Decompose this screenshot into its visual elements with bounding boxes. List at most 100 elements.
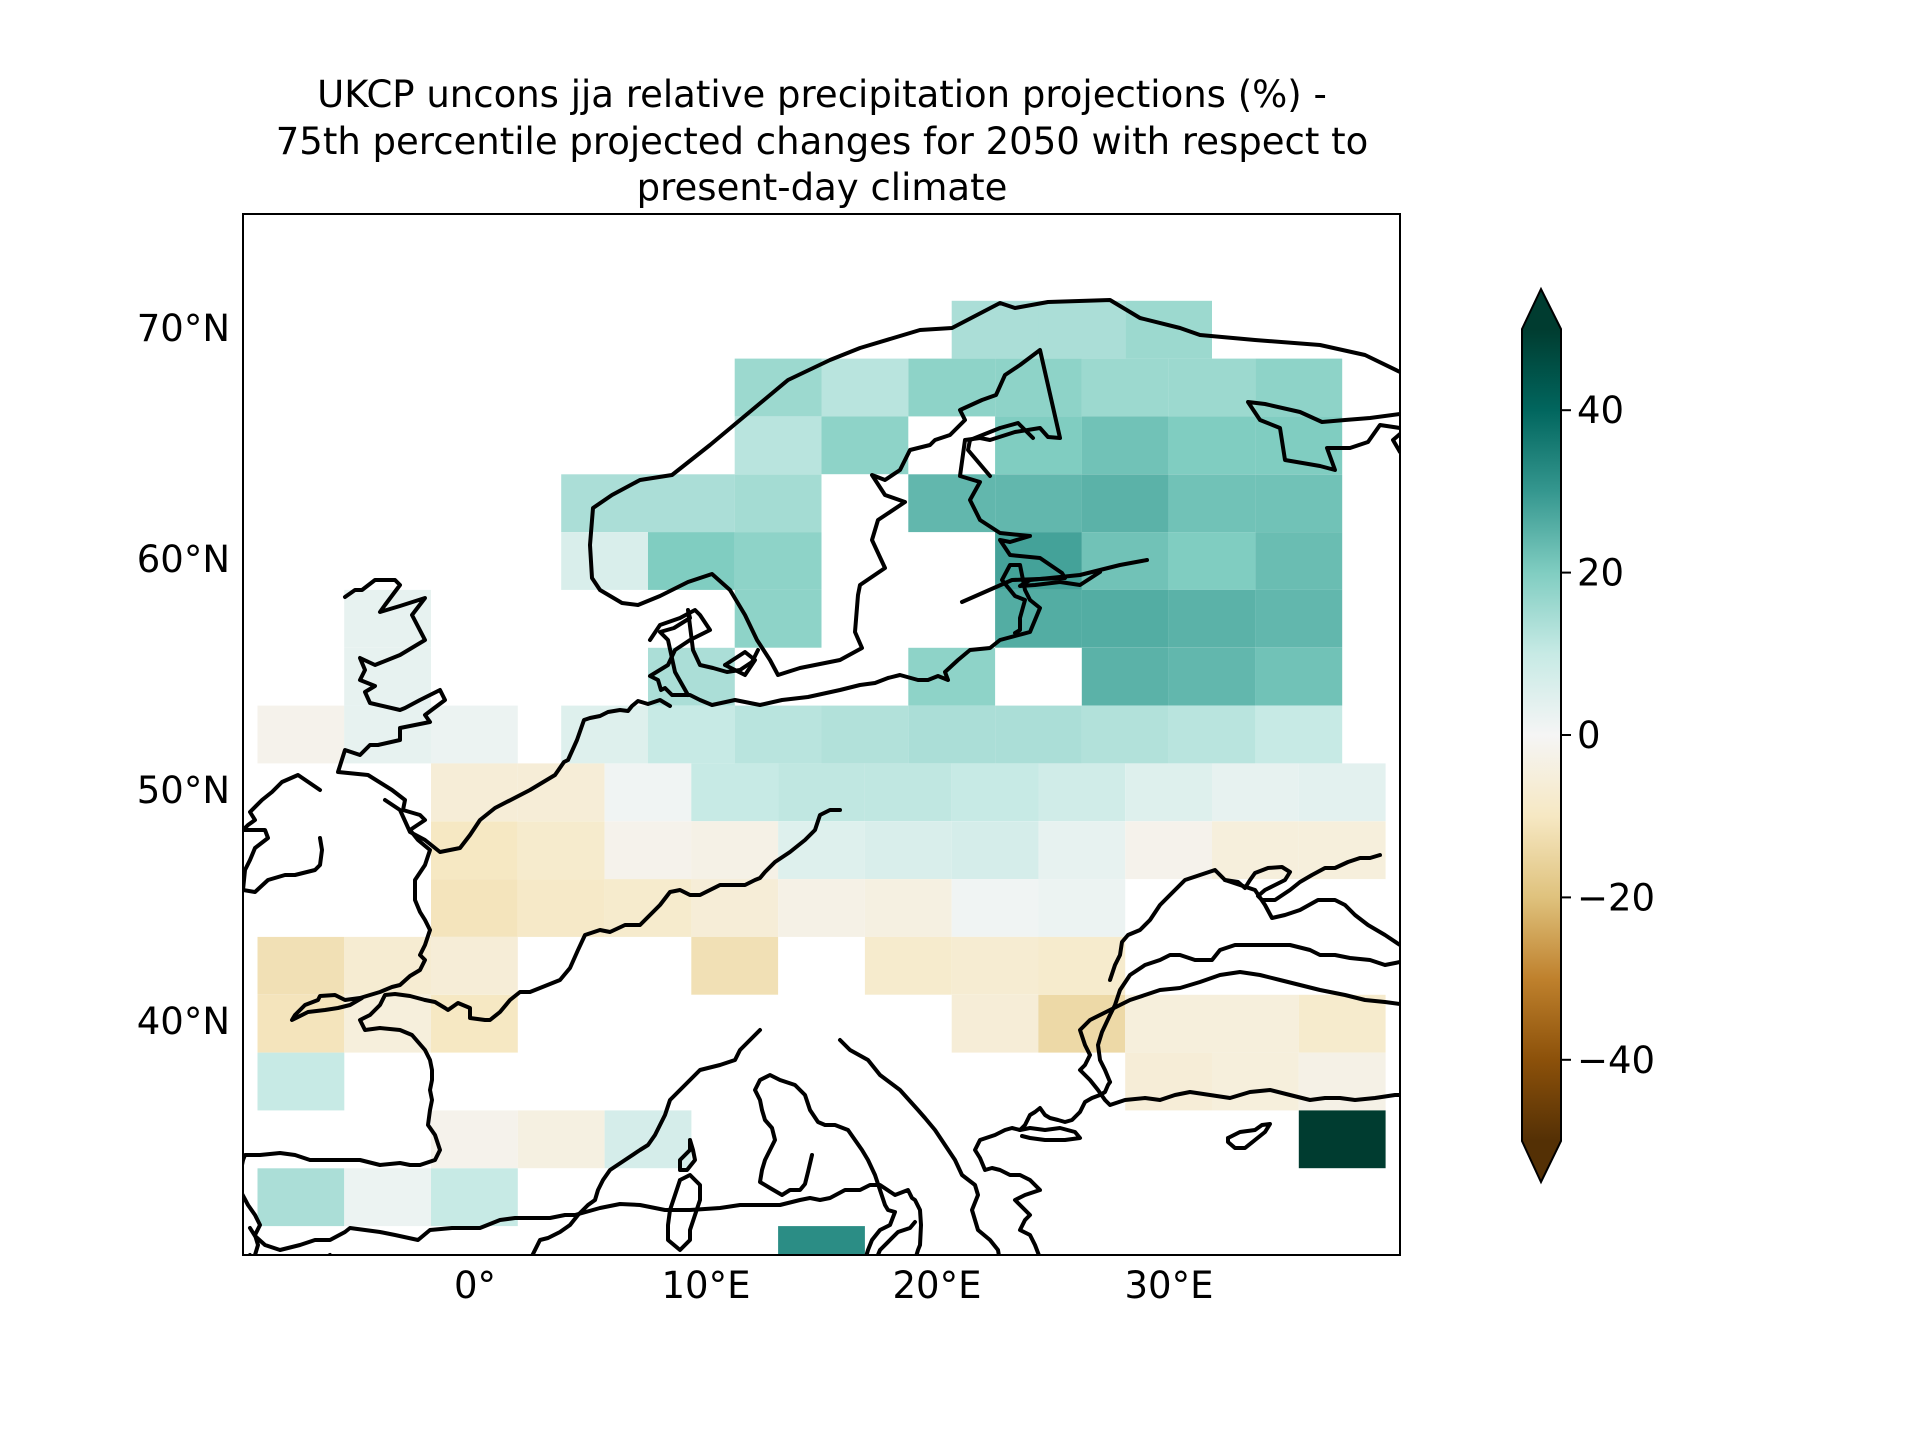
coastline-italy: [753, 1073, 897, 1255]
grid-cell: [1038, 994, 1126, 1053]
grid-cell: [1168, 532, 1256, 590]
grid-cell: [1125, 994, 1212, 1053]
colorbar-tick-label: −40: [1577, 1039, 1655, 1082]
grid-cell: [951, 821, 1039, 880]
grid-cell: [864, 936, 952, 995]
longitude-tick-labels: 0° 10°E 20°E 30°E: [454, 1264, 1214, 1307]
grid-cell: [1298, 821, 1386, 880]
colorbar-ticks: 40 20 0 −20 −40: [1561, 389, 1655, 1082]
colorbar-tick-label: 0: [1577, 714, 1601, 757]
grid-cell: [691, 821, 779, 880]
title-line-1: UKCP uncons jja relative precipitation p…: [317, 73, 1327, 116]
grid-cell: [1255, 474, 1343, 533]
grid-cell: [951, 763, 1039, 822]
grid-cell: [995, 705, 1082, 764]
grid-cell: [951, 994, 1039, 1053]
grid-cell: [1212, 763, 1299, 822]
coastline-anatolia-south: [1078, 970, 1400, 1107]
grid-cell: [734, 474, 822, 533]
figure-title: UKCP uncons jja relative precipitation p…: [276, 73, 1369, 209]
lat-tick-50: 50°N: [137, 769, 230, 812]
grid-cell: [1212, 994, 1299, 1053]
grid-cell: [1038, 936, 1126, 995]
grid-cell: [691, 763, 779, 822]
coastline-sicily: [760, 1278, 845, 1315]
lon-tick-10e: 10°E: [662, 1264, 751, 1307]
grid-cell: [1125, 763, 1212, 822]
coastline-adriatic: [838, 1038, 1001, 1255]
grid-cell: [431, 994, 518, 1053]
grid-cell: [821, 416, 909, 475]
grid-cell: [517, 763, 605, 822]
colorbar-gradient: [1522, 329, 1561, 1141]
grid-cell: [1038, 879, 1126, 937]
grid-cell: [1125, 821, 1212, 880]
colorbar-tick-label: −20: [1577, 876, 1655, 919]
coastline-corsica: [678, 1138, 697, 1172]
grid-cell: [648, 474, 735, 533]
grid-cell: [1168, 474, 1256, 533]
grid-cell: [431, 1168, 518, 1227]
coastline-jutland: [383, 698, 672, 854]
grid-cell: [257, 1168, 345, 1227]
grid-cell: [257, 994, 345, 1053]
grid-cell: [1081, 705, 1169, 764]
grid-cell: [1255, 532, 1343, 590]
precipitation-grid: [257, 300, 1386, 1255]
grid-cell: [257, 936, 345, 995]
coastline-levant: [1260, 1285, 1400, 1350]
latitude-tick-labels: 70°N 60°N 50°N 40°N: [137, 307, 230, 1043]
grid-cell: [257, 705, 345, 764]
coastline-iberia: [243, 1028, 762, 1255]
grid-cell: [648, 705, 735, 764]
grid-cell: [1255, 647, 1343, 706]
coastline-britain: [290, 578, 447, 1022]
grid-cell: [431, 705, 518, 764]
coastline-zealand: [723, 650, 757, 677]
grid-cell: [778, 879, 865, 937]
lat-tick-60: 60°N: [137, 538, 230, 581]
grid-cell: [1081, 589, 1169, 648]
title-line-3: present-day climate: [637, 166, 1008, 209]
lat-tick-40: 40°N: [137, 1000, 230, 1043]
colorbar-tick-label: 40: [1577, 389, 1624, 432]
grid-cell: [517, 1110, 605, 1169]
grid-cell: [1038, 763, 1126, 822]
colorbar-extend-top: [1522, 289, 1561, 329]
colorbar-outline: [1521, 286, 1562, 1185]
lon-tick-30e: 30°E: [1125, 1264, 1214, 1307]
title-line-2: 75th percentile projected changes for 20…: [276, 120, 1369, 163]
grid-cell: [1255, 358, 1343, 417]
grid-cell: [1212, 1052, 1299, 1111]
coastline-turkey: [1096, 943, 1400, 1084]
grid-cell: [604, 1110, 692, 1169]
grid-cell: [908, 647, 996, 706]
grid-cell: [734, 589, 822, 648]
grid-cell: [257, 1052, 345, 1111]
grid-cell: [1255, 705, 1343, 764]
coastline-italy-sole: [875, 1220, 917, 1255]
grid-cell: [821, 705, 909, 764]
grid-cell: [1255, 589, 1343, 648]
grid-cell: [1168, 358, 1256, 417]
grid-cell: [1038, 821, 1126, 880]
colorbar: 40 20 0 −20 −40: [1521, 286, 1655, 1185]
grid-cell: [561, 532, 648, 590]
lat-tick-70: 70°N: [137, 307, 230, 350]
grid-cell: [1081, 474, 1169, 533]
grid-cell: [517, 879, 605, 937]
coastline-cyprus: [1226, 1122, 1272, 1150]
grid-cell: [431, 879, 518, 937]
grid-cell: [864, 821, 952, 880]
grid-cell: [1038, 300, 1126, 359]
grid-cell: [344, 647, 431, 706]
grid-cell: [344, 1168, 431, 1227]
grid-cell: [821, 358, 909, 417]
grid-cell: [1168, 416, 1256, 475]
grid-cell: [951, 936, 1039, 995]
grid-cell: [778, 763, 865, 822]
colorbar-extend-bottom: [1522, 1141, 1561, 1182]
colorbar-tick-label: 20: [1577, 552, 1624, 595]
grid-cell: [778, 1226, 865, 1255]
grid-cell: [431, 1110, 518, 1169]
